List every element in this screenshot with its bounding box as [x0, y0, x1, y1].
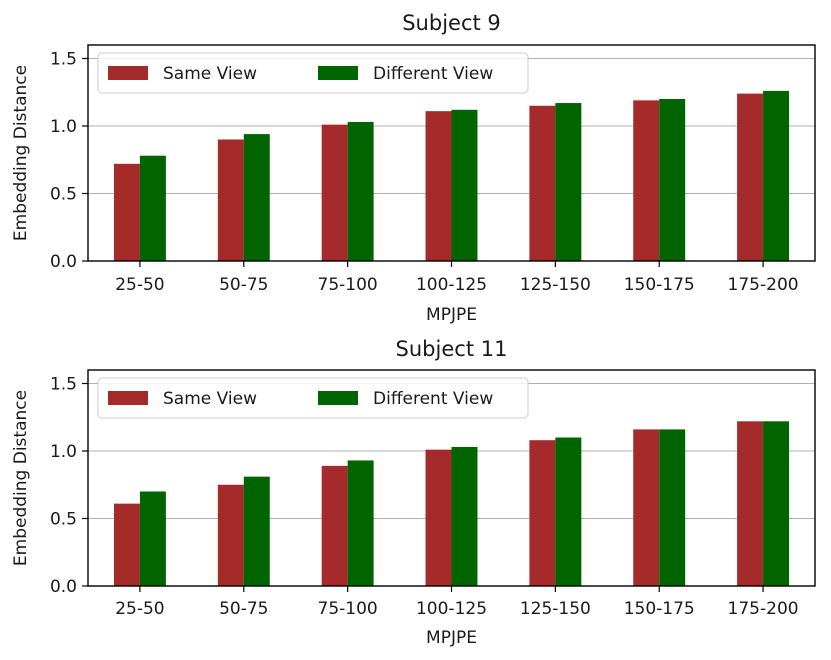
- bar-same-view: [425, 111, 452, 262]
- legend-label: Different View: [373, 64, 493, 84]
- x-tick-label: 75-100: [318, 275, 378, 295]
- bar-same-view: [217, 139, 244, 261]
- bar-different-view: [659, 99, 686, 261]
- bar-same-view: [737, 93, 764, 261]
- bar-same-view: [529, 105, 556, 261]
- bar-same-view: [321, 465, 348, 586]
- bar-different-view: [451, 446, 478, 586]
- bar-different-view: [763, 90, 790, 262]
- legend-box: [97, 52, 529, 94]
- chart-title: Subject 9: [402, 11, 501, 35]
- y-tick-label: 0.0: [50, 577, 77, 597]
- y-tick-label: 0.0: [50, 252, 77, 272]
- y-tick-label: 1.0: [50, 442, 77, 462]
- x-tick-label: 50-75: [219, 275, 268, 295]
- legend-box: [97, 377, 529, 419]
- bar-different-view: [555, 437, 582, 586]
- y-axis-label: Embedding Distance: [11, 65, 31, 241]
- x-tick-label: 25-50: [115, 275, 164, 295]
- x-tick-label: 125-150: [520, 599, 591, 619]
- x-tick-label: 100-125: [416, 275, 487, 295]
- bar-different-view: [139, 155, 166, 261]
- bar-same-view: [633, 429, 660, 586]
- x-tick-label: 50-75: [219, 599, 268, 619]
- bar-same-view: [737, 421, 764, 586]
- legend-swatch: [108, 66, 148, 80]
- bar-different-view: [347, 121, 374, 261]
- y-tick-label: 1.0: [50, 117, 77, 137]
- x-tick-label: 150-175: [624, 599, 695, 619]
- x-tick-label: 100-125: [416, 599, 487, 619]
- x-tick-label: 25-50: [115, 599, 164, 619]
- bar-different-view: [659, 429, 686, 586]
- chart-panel-1: 0.0 0.5 1.0 1.5 25-50 50-75 75-100 100-125 125-1…: [11, 11, 816, 325]
- legend: Same View Different View: [97, 377, 529, 419]
- legend-swatch: [108, 391, 148, 405]
- bar-different-view: [451, 109, 478, 261]
- x-tick-label: 175-200: [728, 599, 799, 619]
- bar-different-view: [243, 476, 270, 586]
- legend-label: Different View: [373, 389, 493, 409]
- y-tick-label: 0.5: [50, 510, 77, 530]
- bar-same-view: [633, 100, 660, 261]
- x-tick-label: 175-200: [728, 275, 799, 295]
- x-axis-label: MPJPE: [426, 628, 477, 648]
- y-tick-label: 1.5: [50, 375, 77, 395]
- bar-different-view: [243, 134, 270, 261]
- bar-different-view: [763, 421, 790, 586]
- y-tick-label: 0.5: [50, 185, 77, 205]
- legend-label: Same View: [163, 64, 257, 84]
- bar-same-view: [425, 449, 452, 586]
- bar-same-view: [113, 163, 140, 261]
- bar-same-view: [113, 503, 140, 586]
- bar-different-view: [555, 103, 582, 261]
- bar-different-view: [347, 460, 374, 586]
- legend-swatch: [318, 391, 358, 405]
- bar-same-view: [529, 440, 556, 586]
- x-tick-label: 75-100: [318, 599, 378, 619]
- chart-panel-2: 0.0 0.5 1.0 1.5 25-50 50-75 75-100 100-125 125-1…: [11, 337, 816, 648]
- bar-same-view: [217, 484, 244, 586]
- bar-same-view: [321, 124, 348, 262]
- legend-label: Same View: [163, 389, 257, 409]
- x-tick-label: 150-175: [624, 275, 695, 295]
- bar-different-view: [139, 491, 166, 586]
- chart-title: Subject 11: [396, 337, 508, 361]
- x-axis-label: MPJPE: [426, 305, 477, 325]
- legend: Same View Different View: [97, 52, 529, 94]
- y-tick-label: 1.5: [50, 50, 77, 70]
- x-tick-label: 125-150: [520, 275, 591, 295]
- y-axis-label: Embedding Distance: [11, 390, 31, 566]
- legend-swatch: [318, 66, 358, 80]
